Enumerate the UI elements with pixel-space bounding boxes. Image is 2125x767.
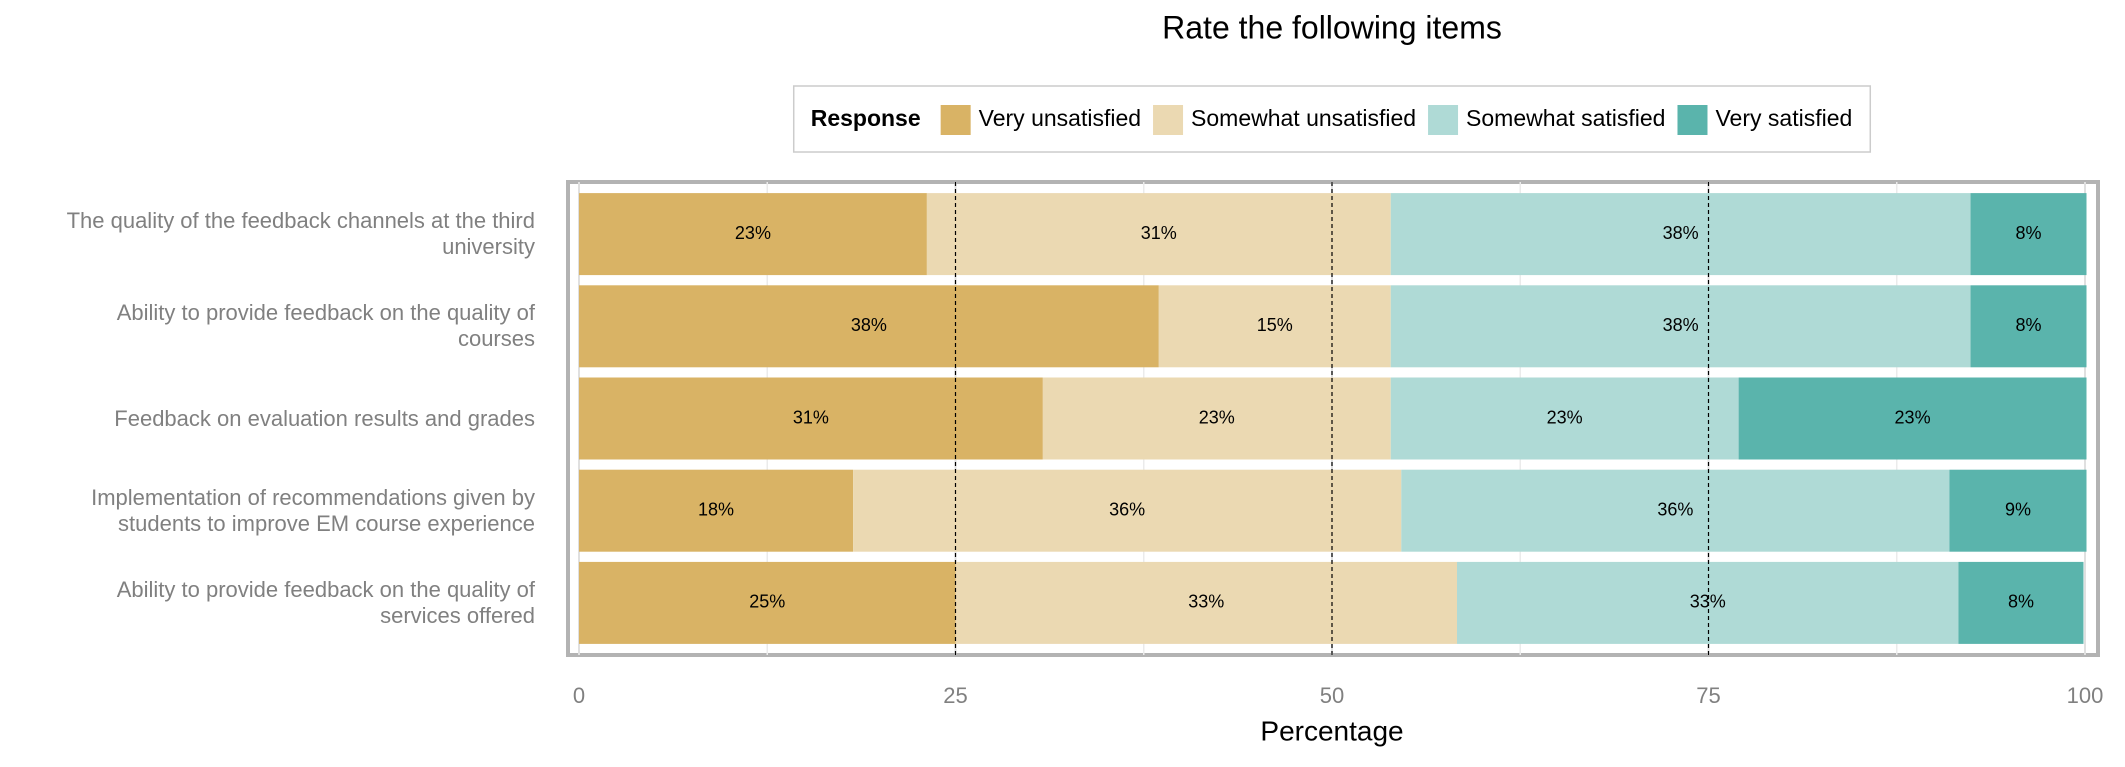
legend-key (1153, 105, 1184, 135)
bar-segment (579, 193, 927, 276)
x-tick-label: 75 (1696, 683, 1720, 708)
value-label: 8% (2008, 592, 2034, 612)
bar-segment (1158, 285, 1391, 368)
x-tick-label: 0 (573, 683, 585, 708)
legend-label: Somewhat unsatisfied (1191, 105, 1416, 131)
value-label: 31% (1141, 223, 1177, 243)
legend-key (1428, 105, 1459, 135)
legend-label: Very unsatisfied (979, 105, 1141, 131)
bar-segment (579, 377, 1043, 460)
bar-segment (1456, 561, 1959, 644)
bar-segment (1970, 285, 2087, 368)
y-tick-label: Ability to provide feedback on the quali… (116, 300, 535, 352)
value-label: 23% (735, 223, 771, 243)
bar-segment (926, 193, 1391, 276)
bar-segment (1970, 193, 2087, 276)
value-label: 23% (1199, 407, 1235, 427)
value-label: 36% (1657, 499, 1693, 519)
x-tick-label: 50 (1320, 683, 1344, 708)
bar-segment (1390, 193, 1971, 276)
x-tick-label: 100 (2067, 683, 2104, 708)
y-tick-label: The quality of the feedback channels at … (66, 208, 535, 260)
legend-key (1677, 105, 1708, 135)
value-label: 31% (793, 407, 829, 427)
value-label: 9% (2005, 499, 2031, 519)
value-label: 15% (1257, 315, 1293, 335)
bar-segment (1390, 285, 1971, 368)
legend-label: Somewhat satisfied (1466, 105, 1665, 131)
bar-segment (1042, 377, 1391, 460)
value-label: 38% (1663, 223, 1699, 243)
value-label: 18% (698, 499, 734, 519)
x-tick-label: 25 (943, 683, 967, 708)
bar-segment (853, 469, 1402, 552)
y-tick-label: Feedback on evaluation results and grade… (114, 405, 535, 431)
legend-label: Very satisfied (1715, 105, 1852, 131)
y-tick-label: Ability to provide feedback on the quali… (116, 576, 535, 628)
value-label: 8% (2016, 223, 2042, 243)
bar-segment (955, 561, 1457, 644)
bar-segment (579, 469, 854, 552)
value-label: 23% (1895, 407, 1931, 427)
value-label: 25% (749, 592, 785, 612)
legend-title: Response (811, 105, 921, 131)
bar-segment (1401, 469, 1950, 552)
value-label: 23% (1547, 407, 1583, 427)
bar-segment (1949, 469, 2087, 552)
bar-segment (579, 561, 956, 644)
value-label: 38% (1663, 315, 1699, 335)
bar-segment (1958, 561, 2084, 644)
value-label: 8% (2016, 315, 2042, 335)
bar-segment (579, 285, 1159, 368)
y-tick-label: Implementation of recommendations given … (91, 484, 535, 536)
x-axis-title: Percentage (1260, 715, 1403, 746)
bar-segment (1738, 377, 2087, 460)
legend-key (940, 105, 971, 135)
bar-segment (1390, 377, 1739, 460)
value-label: 33% (1188, 592, 1224, 612)
value-label: 33% (1690, 592, 1726, 612)
chart-title: Rate the following items (1162, 9, 1502, 45)
value-label: 38% (851, 315, 887, 335)
value-label: 36% (1109, 499, 1145, 519)
legend: Response Very unsatisfied Somewhat unsatis… (792, 85, 1872, 153)
